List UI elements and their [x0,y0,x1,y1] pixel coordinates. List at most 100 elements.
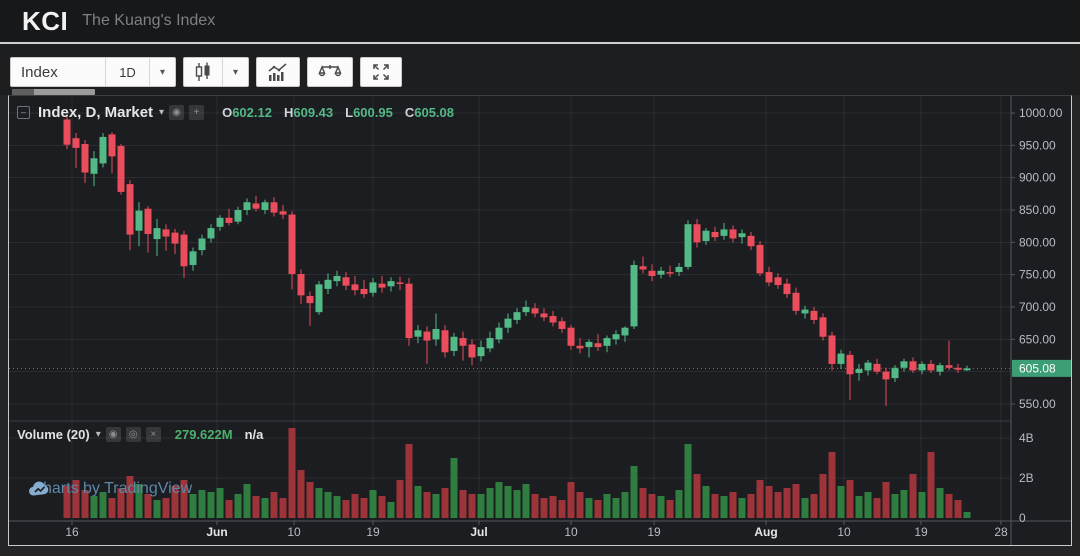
chart-canvas[interactable]: 1000.00 950.00 900.00 850.00 800.00 750.00 700… [9,96,1071,545]
volume-bar[interactable] [189,494,197,518]
volume-bar[interactable] [342,500,350,518]
time-axis[interactable]: 16 Jun 10 19 Jul 10 19 Aug 10 19 28 [65,521,1008,539]
volume-bar[interactable] [333,496,341,518]
volume-bar[interactable] [279,498,287,518]
interval-dropdown-button[interactable]: ▾ [149,58,175,86]
candle[interactable] [540,313,548,318]
compare-button[interactable] [308,58,352,86]
eye-icon[interactable]: ◉ [169,105,185,120]
volume-bar[interactable] [162,498,170,518]
candle[interactable] [477,347,485,357]
candle[interactable] [180,234,188,267]
candle[interactable] [819,317,827,337]
volume-bar[interactable] [360,498,368,518]
candle[interactable] [486,338,494,349]
candle[interactable] [513,312,521,320]
candle[interactable] [387,281,395,287]
candle[interactable] [162,229,170,237]
candle[interactable] [495,327,503,340]
chevron-down-icon[interactable]: ▾ [95,429,101,440]
candle[interactable] [135,210,143,231]
candle[interactable] [351,284,359,291]
chart-style-button[interactable] [184,58,222,86]
volume-bar[interactable] [432,494,440,518]
candle[interactable] [360,288,368,295]
volume-bar[interactable] [171,486,179,518]
volume-title[interactable]: Volume (20) [17,427,90,442]
volume-bar[interactable] [378,496,386,518]
candle[interactable] [810,310,818,320]
volume-bar[interactable] [81,490,89,518]
volume-bar[interactable] [225,500,233,518]
volume-bar[interactable] [567,482,575,518]
candle[interactable] [855,369,863,373]
candle[interactable] [198,238,206,251]
fullscreen-button[interactable] [361,58,401,86]
candle[interactable] [396,282,404,284]
candle[interactable] [801,309,809,314]
candle[interactable] [909,361,917,371]
volume-bar[interactable] [450,458,458,518]
volume-bar[interactable] [612,498,620,518]
eye-icon[interactable]: ◉ [105,427,121,442]
candle[interactable] [315,284,323,313]
candle[interactable] [936,365,944,372]
candle[interactable] [549,316,557,323]
candle[interactable] [756,244,764,274]
volume-bar[interactable] [207,492,215,518]
price-axis[interactable]: 1000.00 950.00 900.00 850.00 800.00 750.00 700… [1011,106,1063,411]
candle[interactable] [468,344,476,358]
volume-bar[interactable] [306,482,314,518]
candle[interactable] [630,264,638,327]
volume-bar[interactable] [882,482,890,518]
volume-bar[interactable] [477,494,485,518]
candle[interactable] [657,270,665,275]
volume-bar[interactable] [522,484,530,518]
candle[interactable] [738,233,746,238]
candle[interactable] [288,214,296,275]
volume-bar[interactable] [270,492,278,518]
volume-bar[interactable] [540,498,548,518]
candle[interactable] [567,327,575,346]
volume-bar[interactable] [963,512,971,518]
candle[interactable] [558,321,566,329]
volume-bar[interactable] [252,496,260,518]
volume-bar[interactable] [630,466,638,518]
candle[interactable] [765,272,773,283]
candle[interactable] [342,277,350,286]
series-title[interactable]: Index, D, Market [38,104,154,121]
candle[interactable] [126,184,134,235]
volume-bar[interactable] [297,470,305,518]
candle[interactable] [414,330,422,337]
volume-bar[interactable] [351,494,359,518]
volume-bar[interactable] [261,498,269,518]
candle[interactable] [882,371,890,380]
candle[interactable] [522,307,530,313]
volume-bar[interactable] [405,444,413,518]
volume-bar[interactable] [486,488,494,518]
settings-icon[interactable]: ◎ [125,427,141,442]
candle[interactable] [846,354,854,375]
candle[interactable] [117,145,125,192]
candle[interactable] [225,217,233,223]
volume-bar[interactable] [504,486,512,518]
candle[interactable] [927,363,935,371]
candle[interactable] [918,363,926,371]
volume-bar[interactable] [720,496,728,518]
volume-bar[interactable] [144,494,152,518]
volume-bar[interactable] [648,494,656,518]
volume-bar[interactable] [729,492,737,518]
candle[interactable] [63,119,71,145]
volume-bar[interactable] [801,498,809,518]
candle[interactable] [153,228,161,240]
volume-bar[interactable] [756,480,764,518]
candle[interactable] [666,272,674,274]
candle[interactable] [585,341,593,348]
volume-bar[interactable] [747,494,755,518]
symbol-search-button[interactable]: Index [11,58,105,86]
candle[interactable] [333,275,341,282]
volume-bar[interactable] [414,486,422,518]
volume-bar[interactable] [153,500,161,518]
collapse-pane-icon[interactable]: – [17,106,30,119]
interval-button[interactable]: 1D [105,58,149,86]
